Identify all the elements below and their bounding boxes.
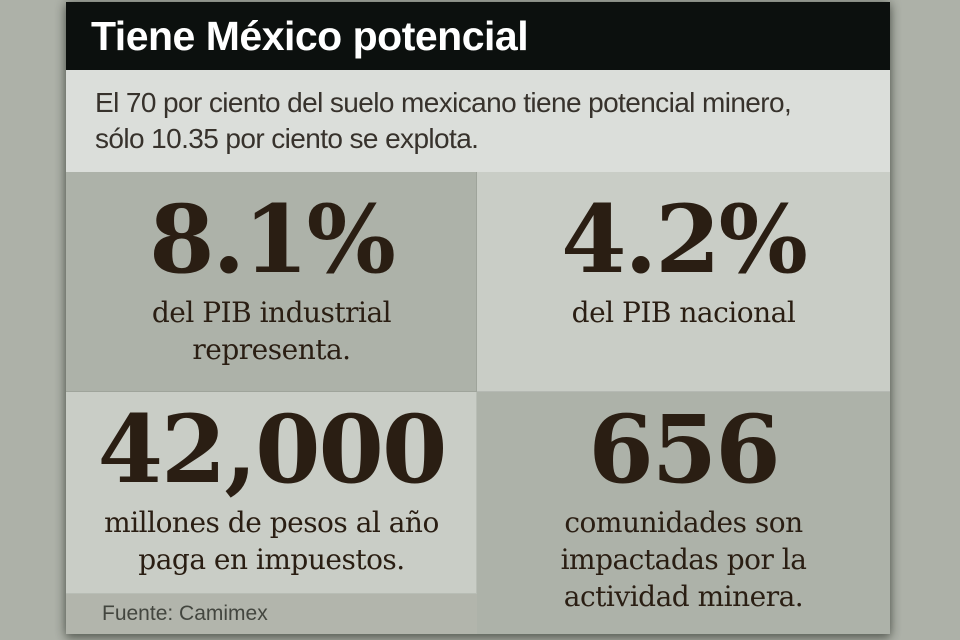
stat-comunidades: 656 comunidades son impactadas por la ac…: [477, 392, 890, 634]
source-band: Fuente: Camimex: [66, 594, 477, 634]
stat-pib-nacional-value: 4.2%: [561, 185, 808, 295]
stat-pib-industrial-value: 8.1%: [149, 185, 396, 295]
stats-column-right: 4.2% del PIB nacional 656 comunidades so…: [477, 172, 890, 634]
stats-grid: 8.1% del PIB industrial representa. 42,0…: [66, 172, 890, 634]
page-title: Tiene México potencial: [91, 12, 529, 59]
stat-pib-industrial-label: del PIB industrial representa.: [151, 296, 392, 366]
stats-column-left: 8.1% del PIB industrial representa. 42,0…: [66, 172, 477, 634]
stat-impuestos: 42,000 millones de pesos al año paga en …: [66, 392, 477, 594]
source-note: Fuente: Camimex: [102, 602, 268, 625]
stat-pib-nacional: 4.2% del PIB nacional: [477, 172, 890, 392]
stat-comunidades-value: 656: [588, 395, 780, 505]
intro-text: El 70 por ciento del suelo mexicano tien…: [66, 70, 890, 172]
stat-pib-industrial: 8.1% del PIB industrial representa.: [66, 172, 477, 392]
header-bar: Tiene México potencial: [66, 2, 890, 70]
stat-impuestos-value: 42,000: [97, 395, 448, 505]
infographic-card: Tiene México potencial El 70 por ciento …: [66, 2, 890, 634]
stat-impuestos-label: millones de pesos al año paga en impuest…: [104, 506, 439, 576]
stat-pib-nacional-label: del PIB nacional: [571, 296, 796, 329]
stat-comunidades-label: comunidades son impactadas por la activi…: [560, 506, 807, 613]
